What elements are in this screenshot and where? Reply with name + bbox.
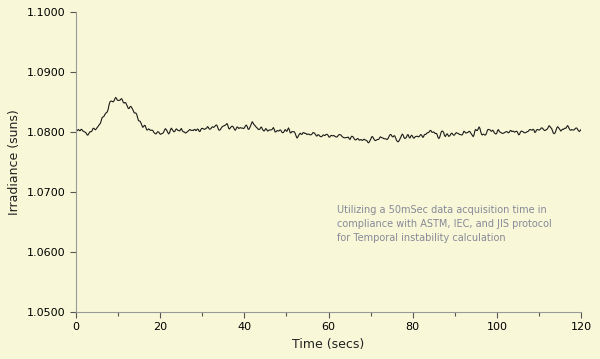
Text: Utilizing a 50mSec data acquisition time in
compliance with ASTM, IEC, and JIS p: Utilizing a 50mSec data acquisition time… <box>337 205 552 243</box>
Y-axis label: Irradiance (suns): Irradiance (suns) <box>8 109 22 215</box>
X-axis label: Time (secs): Time (secs) <box>292 338 365 351</box>
